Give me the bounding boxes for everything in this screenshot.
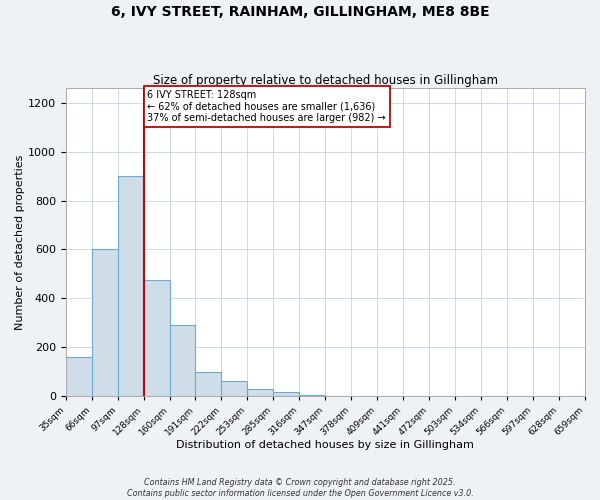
Y-axis label: Number of detached properties: Number of detached properties [15,154,25,330]
Text: Contains HM Land Registry data © Crown copyright and database right 2025.
Contai: Contains HM Land Registry data © Crown c… [127,478,473,498]
Text: 6 IVY STREET: 128sqm
← 62% of detached houses are smaller (1,636)
37% of semi-de: 6 IVY STREET: 128sqm ← 62% of detached h… [148,90,386,123]
Bar [299,395,325,396]
Bar [65,357,92,396]
Bar [221,381,247,396]
Bar [274,392,299,396]
Bar [92,250,118,396]
Text: 6, IVY STREET, RAINHAM, GILLINGHAM, ME8 8BE: 6, IVY STREET, RAINHAM, GILLINGHAM, ME8 … [110,5,490,19]
Bar [118,176,143,396]
X-axis label: Distribution of detached houses by size in Gillingham: Distribution of detached houses by size … [176,440,474,450]
Title: Size of property relative to detached houses in Gillingham: Size of property relative to detached ho… [153,74,498,87]
Bar [170,324,196,396]
Bar [143,280,170,396]
Bar [196,372,221,396]
Bar [247,390,274,396]
